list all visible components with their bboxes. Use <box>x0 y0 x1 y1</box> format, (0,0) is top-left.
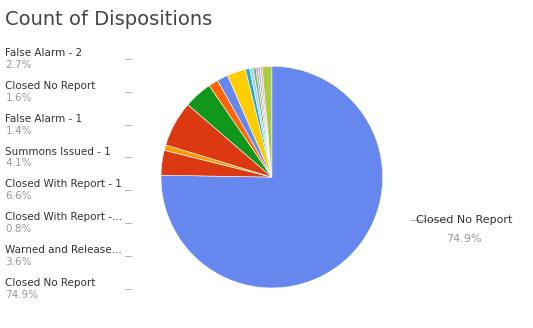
Text: Closed With Report -...: Closed With Report -... <box>5 212 123 222</box>
Text: 1.4%: 1.4% <box>5 126 32 135</box>
Wedge shape <box>228 70 272 177</box>
Wedge shape <box>258 67 272 177</box>
Text: Closed No Report: Closed No Report <box>416 215 512 225</box>
Text: Summons Issued - 1: Summons Issued - 1 <box>5 147 111 156</box>
Wedge shape <box>262 66 272 177</box>
Wedge shape <box>253 68 272 177</box>
Wedge shape <box>246 69 272 177</box>
Wedge shape <box>161 150 272 177</box>
Text: 2.7%: 2.7% <box>5 60 32 70</box>
Text: 4.1%: 4.1% <box>5 158 32 168</box>
Text: Closed No Report: Closed No Report <box>5 278 96 288</box>
Wedge shape <box>166 105 272 177</box>
Wedge shape <box>249 68 272 177</box>
Text: 74.9%: 74.9% <box>446 235 481 244</box>
Text: False Alarm - 1: False Alarm - 1 <box>5 114 83 124</box>
Text: False Alarm - 2: False Alarm - 2 <box>5 48 83 58</box>
Wedge shape <box>188 86 272 177</box>
Wedge shape <box>217 75 272 177</box>
Text: 6.6%: 6.6% <box>5 191 32 201</box>
Text: Warned and Release...: Warned and Release... <box>5 245 122 255</box>
Text: 0.8%: 0.8% <box>5 224 31 234</box>
Text: 3.6%: 3.6% <box>5 257 32 267</box>
Wedge shape <box>256 67 272 177</box>
Text: 1.6%: 1.6% <box>5 93 32 103</box>
Wedge shape <box>164 145 272 177</box>
Text: Closed No Report: Closed No Report <box>5 81 96 91</box>
Text: Closed With Report - 1: Closed With Report - 1 <box>5 179 122 189</box>
Wedge shape <box>209 80 272 177</box>
Text: 74.9%: 74.9% <box>5 290 38 299</box>
Wedge shape <box>260 67 272 177</box>
Wedge shape <box>161 66 383 288</box>
Text: Count of Dispositions: Count of Dispositions <box>5 10 213 29</box>
